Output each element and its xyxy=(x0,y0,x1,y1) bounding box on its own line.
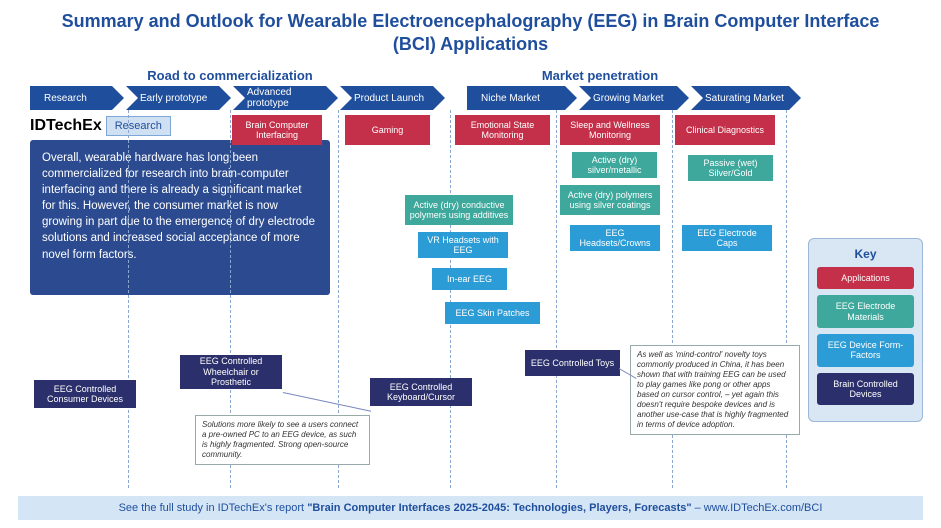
legend-item: EEG Electrode Materials xyxy=(817,295,914,328)
diagram-box: Active (dry) polymers using silver coati… xyxy=(560,185,660,215)
stage-arrow: Research xyxy=(30,86,112,110)
section-header-left: Road to commercialization xyxy=(30,68,430,83)
footer: See the full study in IDTechEx's report … xyxy=(18,496,923,520)
legend-item: Brain Controlled Devices xyxy=(817,373,914,406)
stage-arrow: Saturating Market xyxy=(691,86,789,110)
diagram-box: In-ear EEG xyxy=(432,268,507,290)
note: As well as 'mind-control' novelty toys c… xyxy=(630,345,800,435)
stage-arrow: Growing Market xyxy=(579,86,677,110)
legend-item: Applications xyxy=(817,267,914,289)
section-headers: Road to commercialization Market penetra… xyxy=(30,68,800,83)
diagram-box: EEG Headsets/Crowns xyxy=(570,225,660,251)
diagram-box: Active (dry) conductive polymers using a… xyxy=(405,195,513,225)
column-divider xyxy=(450,110,451,488)
diagram-box: EEG Controlled Consumer Devices xyxy=(34,380,136,408)
logo-tag: Research xyxy=(106,116,171,136)
column-divider xyxy=(128,110,129,488)
stage-arrow: Advanced prototype xyxy=(233,86,326,110)
footer-bold: "Brain Computer Interfaces 2025-2045: Te… xyxy=(307,502,691,514)
stage-arrow: Early prototype xyxy=(126,86,219,110)
stage-arrows: Research Early prototype Advanced prototyp… xyxy=(30,86,803,110)
diagram-box: EEG Controlled Toys xyxy=(525,350,620,376)
legend: Key Applications EEG Electrode Materials E… xyxy=(808,238,923,422)
logo: IDTechEx Research xyxy=(30,116,171,136)
diagram-box: Passive (wet) Silver/Gold xyxy=(688,155,773,181)
stage-arrow: Niche Market xyxy=(467,86,565,110)
stage-arrow: Product Launch xyxy=(340,86,433,110)
column-divider xyxy=(556,110,557,488)
diagram-box: EEG Controlled Wheelchair or Prosthetic xyxy=(180,355,282,389)
summary-text: Overall, wearable hardware has long been… xyxy=(30,140,330,295)
diagram-box: Sleep and Wellness Monitoring xyxy=(560,115,660,145)
footer-post: – www.IDTechEx.com/BCI xyxy=(692,502,823,514)
diagram-box: Emotional State Monitoring xyxy=(455,115,550,145)
legend-item: EEG Device Form-Factors xyxy=(817,334,914,367)
footer-pre: See the full study in IDTechEx's report xyxy=(119,502,308,514)
diagram-box: EEG Electrode Caps xyxy=(682,225,772,251)
connector-line xyxy=(283,392,371,412)
diagram-box: VR Headsets with EEG xyxy=(418,232,508,258)
diagram-box: EEG Controlled Keyboard/Cursor xyxy=(370,378,472,406)
logo-brand: IDTechEx xyxy=(30,117,102,135)
page-title: Summary and Outlook for Wearable Electro… xyxy=(0,0,941,63)
note: Solutions more likely to see a users con… xyxy=(195,415,370,465)
diagram-box: Brain Computer Interfacing xyxy=(232,115,322,145)
diagram-box: EEG Skin Patches xyxy=(445,302,540,324)
diagram-box: Clinical Diagnostics xyxy=(675,115,775,145)
diagram-box: Active (dry) silver/metallic xyxy=(572,152,657,178)
section-header-right: Market penetration xyxy=(430,68,770,83)
diagram-box: Gaming xyxy=(345,115,430,145)
legend-title: Key xyxy=(817,247,914,261)
